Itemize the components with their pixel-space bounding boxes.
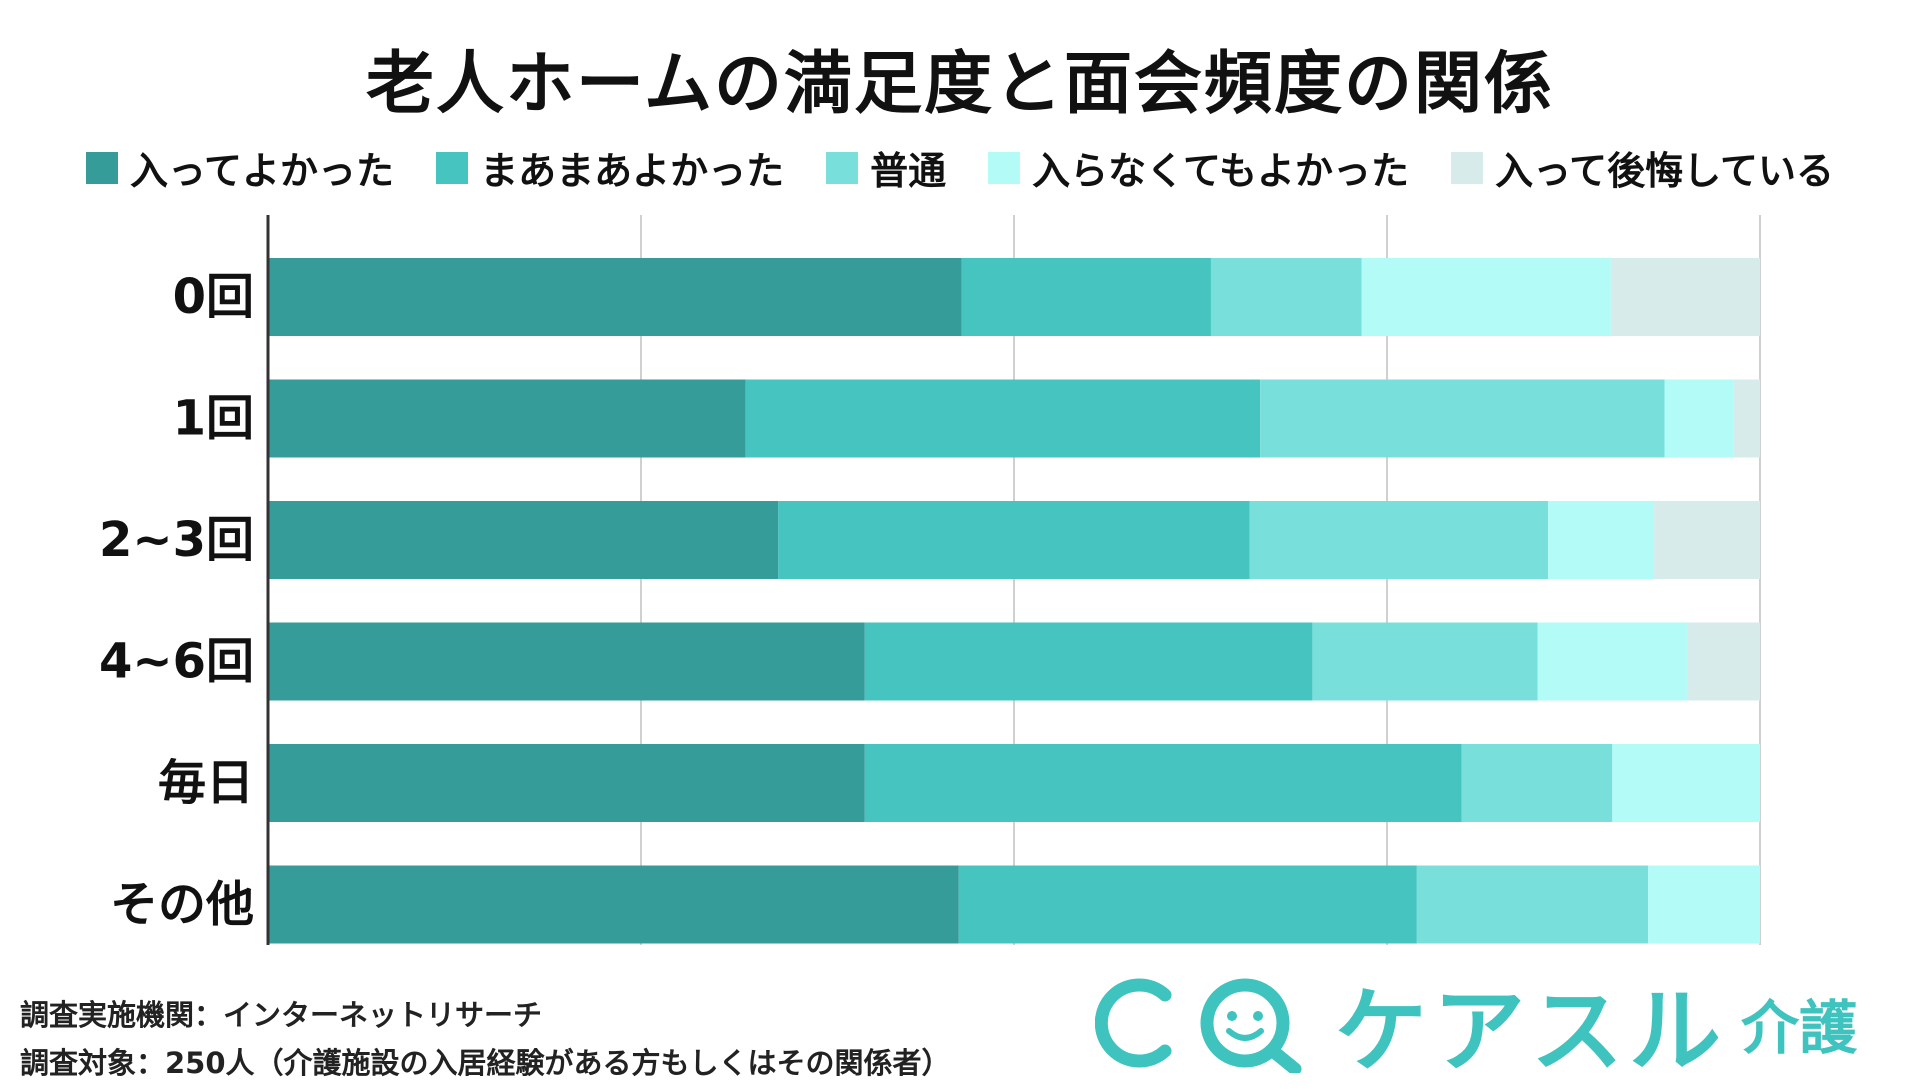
bar-segment-6-1 [268, 865, 959, 944]
chart-legend: 入ってよかった まあまあよかった 普通 入らなくてもよかった 入って後悔している [0, 140, 1920, 195]
footer-survey-org: 調査実施機関：インターネットリサーチ [20, 998, 543, 1032]
logo-text: ケアスル [1335, 977, 1728, 1085]
bar-segment-3-1 [268, 501, 779, 579]
bar-segment-4-5 [1686, 622, 1760, 701]
category-label-2: 1回 [173, 391, 254, 447]
chart-title: 老人ホームの満足度と面会頻度の関係 [366, 45, 1554, 124]
bar-segment-6-3 [1416, 865, 1649, 944]
bar-segment-3-2 [778, 501, 1250, 579]
bar-segment-4-4 [1537, 622, 1687, 701]
bar-segment-1-2 [961, 258, 1211, 336]
bar-segment-2-4 [1664, 379, 1734, 458]
legend-item-2: まあまあよかった [436, 140, 784, 195]
bar-segment-5-1 [268, 744, 865, 822]
legend-swatch-1 [85, 151, 118, 184]
bar-segment-1-4 [1361, 258, 1611, 336]
bar-segment-6-4 [1648, 865, 1760, 944]
bar-segment-1-3 [1210, 258, 1362, 336]
legend-swatch-2 [436, 151, 469, 184]
legend-label-1: 入ってよかった [129, 149, 395, 193]
legend-label-3: 普通 [870, 149, 947, 193]
legend-item-1: 入ってよかった [85, 140, 395, 195]
bar-segment-6-2 [958, 865, 1417, 944]
bar-segment-4-2 [864, 622, 1313, 701]
legend-item-4: 入らなくてもよかった [988, 140, 1409, 195]
bar-segment-3-4 [1548, 501, 1655, 579]
bar-segment-1-1 [268, 258, 962, 336]
bar-segment-2-5 [1733, 379, 1760, 458]
category-label-6: その他 [110, 877, 254, 933]
bar-segment-2-1 [268, 379, 746, 458]
brand-logo: ケアスル 介護 [1095, 968, 1915, 1085]
legend-item-3: 普通 [826, 140, 946, 195]
legend-swatch-3 [826, 151, 859, 184]
legend-label-2: まあまあよかった [480, 149, 785, 193]
legend-label-4: 入らなくてもよかった [1032, 149, 1410, 193]
category-label-4: 4~6回 [99, 634, 254, 690]
bar-segment-5-3 [1461, 744, 1613, 822]
bar-segment-2-2 [745, 379, 1261, 458]
bar-segment-4-1 [268, 622, 865, 701]
bar-segment-1-5 [1610, 258, 1760, 336]
bar-segment-5-4 [1612, 744, 1760, 822]
bar-segment-3-3 [1249, 501, 1549, 579]
legend-label-5: 入って後悔している [1495, 149, 1835, 193]
category-label-5: 毎日 [158, 755, 254, 811]
smile-face-icon [1095, 978, 1302, 1073]
footer-survey-target: 調査対象：250人（介護施設の入居経験がある方もしくはその関係者） [20, 1046, 951, 1080]
legend-item-5: 入って後悔している [1451, 140, 1834, 195]
legend-swatch-5 [1451, 151, 1484, 184]
category-label-1: 0回 [173, 269, 254, 325]
category-label-3: 2~3回 [99, 512, 254, 568]
bar-segment-4-3 [1312, 622, 1538, 701]
logo-subtext: 介護 [1741, 994, 1858, 1062]
legend-swatch-4 [988, 151, 1021, 184]
bar-segment-3-5 [1654, 501, 1760, 579]
bar-segment-2-3 [1260, 379, 1665, 458]
bar-segment-5-2 [864, 744, 1462, 822]
